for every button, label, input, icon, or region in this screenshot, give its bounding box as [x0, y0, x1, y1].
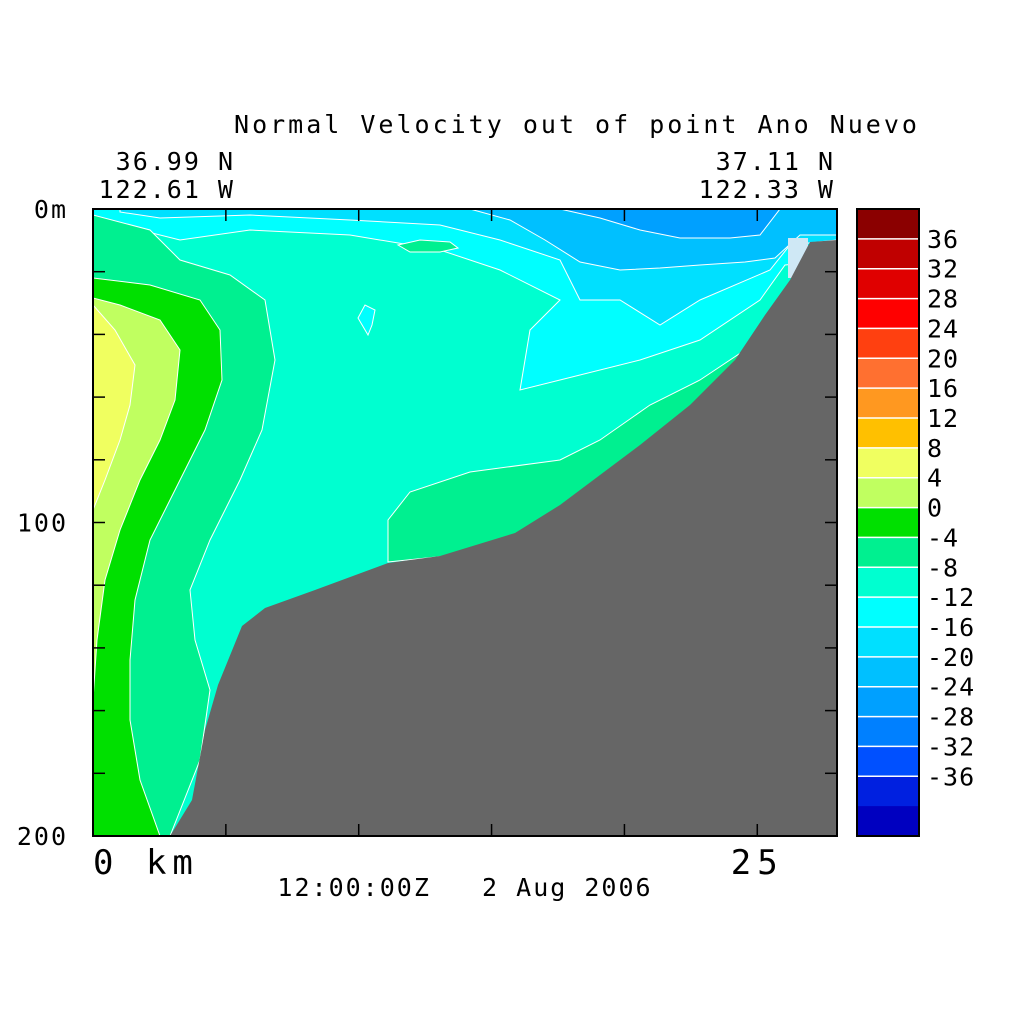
region-terrain — [170, 240, 837, 836]
colorbar-label: 24 — [927, 314, 959, 343]
colorbar-label: -16 — [927, 613, 975, 642]
x-axis: 0 km 25 — [92, 209, 784, 883]
colorbar-swatch — [857, 268, 919, 300]
colorbar-label: 12 — [927, 404, 959, 433]
colorbar-label: -12 — [927, 583, 975, 612]
colorbar-label: -36 — [927, 762, 975, 791]
colorbar-swatch — [857, 567, 919, 598]
colorbar-swatch — [857, 686, 919, 718]
colorbar-swatch — [857, 627, 919, 658]
timestamp-label: 12:00:00Z 2 Aug 2006 — [277, 873, 652, 902]
right-lon-label: 122.33 W — [699, 175, 835, 204]
contour-band-8-left — [93, 304, 136, 511]
colorbar-swatch — [857, 597, 919, 628]
x-tick-label: 25 — [731, 843, 784, 883]
colorbar: 36322824201612840-4-8-12-16-20-24-28-32-… — [856, 208, 975, 837]
colorbar-label: 0 — [927, 494, 943, 523]
y-axis: 0m 100 200 — [17, 195, 837, 851]
colorbar-swatch — [857, 656, 919, 688]
colorbar-swatch — [857, 806, 919, 837]
colorbar-swatch — [857, 298, 919, 329]
colorbar-swatch — [857, 507, 919, 538]
colorbar-swatch — [857, 238, 919, 270]
colorbar-label: 28 — [927, 285, 959, 314]
colorbar-label: 16 — [927, 374, 959, 403]
chart-title: Normal Velocity out of point Ano Nuevo — [234, 110, 920, 139]
y-tick-label: 100 — [17, 509, 68, 538]
contour-patch-small — [357, 304, 376, 337]
colorbar-swatch — [857, 537, 919, 568]
colorbar-swatch — [857, 209, 919, 240]
colorbar-swatch — [857, 418, 919, 449]
colorbar-swatch — [857, 776, 919, 807]
colorbar-label: 36 — [927, 225, 959, 254]
contour-band-minus24-top — [559, 209, 781, 239]
y-tick-label: 0m — [34, 195, 68, 224]
left-lon-label: 122.61 W — [99, 175, 235, 204]
colorbar-swatch — [857, 477, 919, 509]
y-tick-label: 200 — [17, 822, 68, 851]
colorbar-swatch — [857, 388, 919, 419]
colorbar-label: 20 — [927, 344, 959, 373]
x-tick-label: 0 km — [93, 843, 199, 883]
colorbar-label: -28 — [927, 703, 975, 732]
contour-fill — [93, 209, 837, 836]
colorbar-swatch — [857, 328, 919, 359]
colorbar-label: 8 — [927, 434, 943, 463]
colorbar-label: -8 — [927, 553, 959, 582]
colorbar-label: 4 — [927, 464, 943, 493]
colorbar-label: -24 — [927, 673, 975, 702]
colorbar-label: 32 — [927, 255, 959, 284]
colorbar-label: -20 — [927, 643, 975, 672]
colorbar-label: -4 — [927, 523, 959, 552]
colorbar-swatch — [857, 716, 919, 747]
colorbar-swatch — [857, 447, 919, 479]
colorbar-label: -32 — [927, 732, 975, 761]
colorbar-swatch — [857, 746, 919, 777]
colorbar-swatch — [857, 358, 919, 389]
colorbar-frame — [856, 208, 920, 837]
contour-patch-top — [396, 239, 460, 253]
right-lat-label: 37.11 N — [716, 147, 835, 176]
left-lat-label: 36.99 N — [116, 147, 235, 176]
